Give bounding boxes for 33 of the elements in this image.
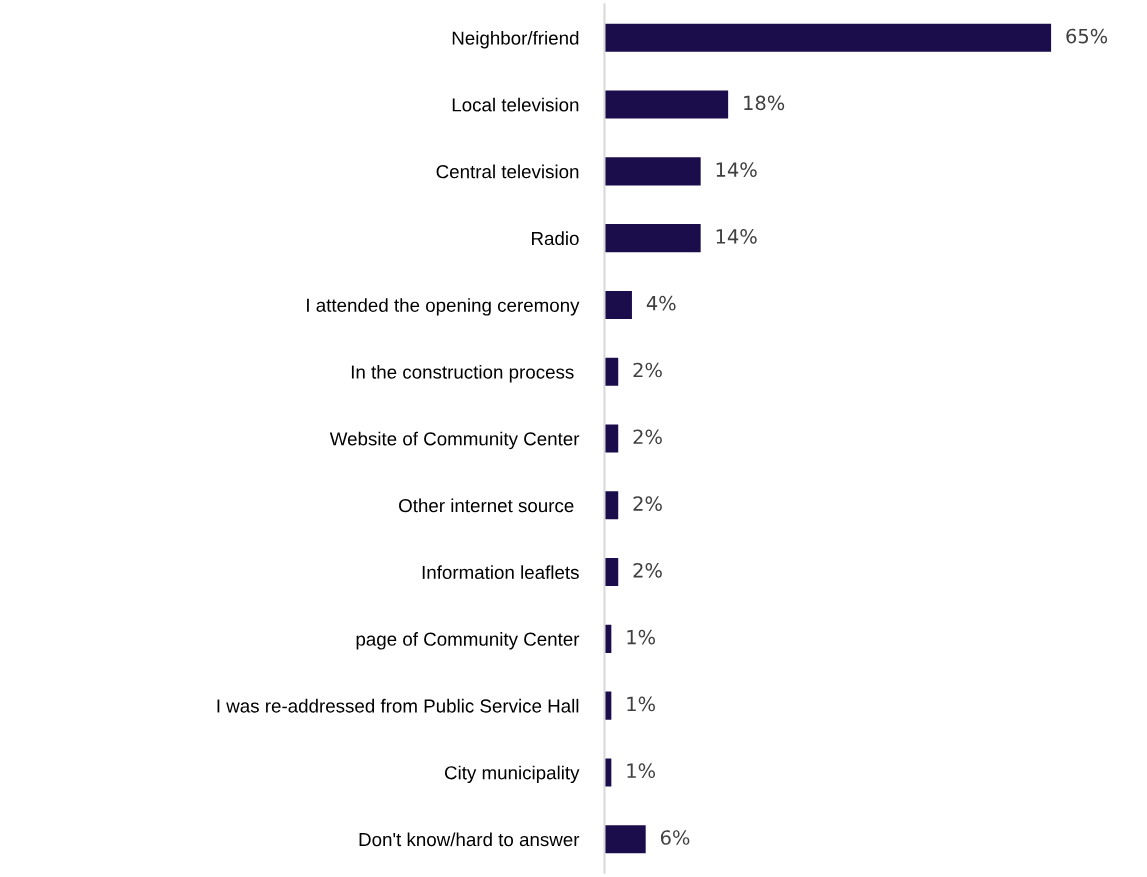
- bar: [604, 157, 701, 186]
- data-label: 2%: [633, 362, 662, 378]
- y-tick-label: I was re-addressed from Public Service Hall: [217, 698, 579, 713]
- data-label: 18%: [744, 95, 785, 111]
- data-label: 1%: [627, 629, 655, 645]
- y-tick-label: Don't know/hard to answer: [359, 832, 580, 847]
- data-label: 2%: [633, 429, 662, 445]
- y-tick-label: Radio: [532, 231, 579, 246]
- y-tick-label: page of Community Center: [356, 632, 580, 650]
- data-label: 14%: [716, 229, 757, 244]
- data-label: 14%: [716, 162, 757, 177]
- bar: [604, 23, 1052, 52]
- y-tick-label: Neighbor/friend: [452, 30, 579, 49]
- bar: [604, 825, 646, 854]
- y-tick-label: Information leaflets: [422, 565, 579, 580]
- y-tick-label: Other internet source: [399, 498, 574, 513]
- bar: [604, 90, 729, 119]
- data-label: 65%: [1066, 28, 1108, 44]
- data-label: 6%: [660, 830, 690, 845]
- bar: [604, 424, 619, 453]
- y-tick-label: Central television: [436, 164, 579, 179]
- data-label: 1%: [627, 763, 655, 779]
- y-tick-label: I attended the opening ceremony: [307, 298, 580, 316]
- y-tick-label: Website of Community Center: [329, 431, 580, 450]
- bar: [604, 224, 701, 253]
- y-tick-label: Local television: [452, 97, 579, 112]
- data-label: 1%: [627, 696, 655, 712]
- data-label: 2%: [633, 496, 662, 511]
- y-tick-label: In the construction process: [351, 364, 574, 383]
- data-label: 2%: [633, 563, 662, 578]
- data-label: 4%: [646, 295, 676, 311]
- y-tick-label: City municipality: [444, 765, 580, 784]
- bar: [604, 290, 632, 319]
